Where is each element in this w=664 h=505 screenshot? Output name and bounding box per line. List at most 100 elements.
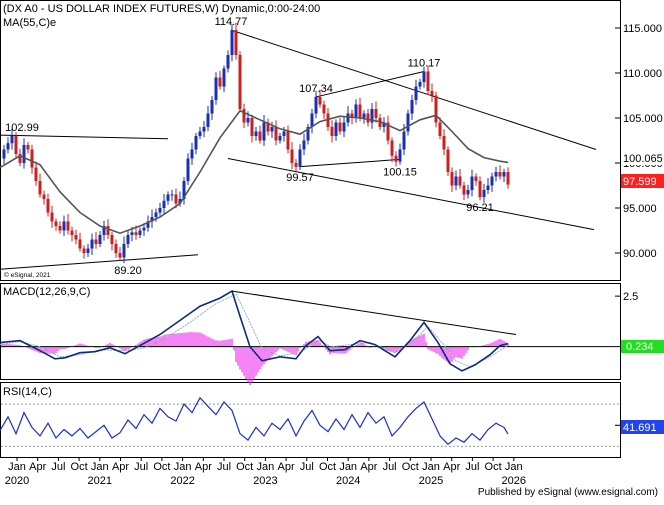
price-annotation-label: 100.15 — [383, 167, 417, 179]
macd-panel-title: MACD(12,26,9,C) — [3, 286, 90, 298]
price-candle-body — [254, 131, 258, 136]
price-candle-body — [202, 127, 206, 132]
price-candle-body — [458, 176, 462, 186]
rsi-value-tag: 41.691 — [623, 422, 657, 434]
price-candle-body — [310, 113, 314, 127]
price-candle-body — [294, 163, 298, 167]
price-candle-body — [122, 244, 126, 258]
price-candle-body — [38, 181, 42, 195]
x-axis-month-label: Jul — [300, 461, 314, 473]
price-candle-body — [358, 104, 362, 118]
macd-line — [0, 289, 509, 372]
footer-attribution: Published by eSignal (www.esignal.com) — [477, 487, 658, 498]
price-candle-body — [482, 190, 486, 198]
price-candle-body — [150, 217, 154, 222]
price-candle-body — [242, 109, 246, 123]
price-candle-body — [142, 227, 146, 231]
price-candle-body — [430, 91, 434, 96]
price-candle-body — [238, 55, 242, 109]
price-candle-body — [178, 199, 182, 204]
x-axis-month-label: Oct — [236, 461, 253, 473]
macd-panel-frame — [0, 283, 621, 380]
price-candle-body — [338, 122, 342, 132]
price-candle-body — [66, 221, 70, 231]
price-candle-body — [194, 136, 198, 150]
macd-lines-layer — [0, 289, 620, 372]
price-candle-body — [174, 194, 178, 204]
price-candle-body — [82, 248, 86, 253]
price-y-tick-label: 105.000 — [623, 113, 663, 125]
price-candle-body — [214, 77, 218, 100]
price-candle-body — [362, 113, 366, 118]
price-annotation-label: 107.34 — [299, 83, 333, 95]
x-axis-year-label: 2025 — [419, 475, 443, 487]
price-candle-body — [10, 136, 14, 144]
price-candle-body — [74, 235, 78, 240]
x-axis-year-label: 2023 — [253, 475, 277, 487]
price-candle-body — [490, 176, 494, 186]
price-candle-body — [374, 109, 378, 118]
price-candle-body — [250, 118, 254, 136]
price-candle-body — [434, 95, 438, 123]
price-y-tick-label: 110.000 — [623, 68, 662, 80]
price-candle-body — [134, 232, 138, 235]
price-candle-body — [186, 158, 190, 181]
price-candle-body — [230, 30, 234, 55]
price-candle-body — [110, 235, 114, 244]
x-axis-month-label: Jan — [91, 461, 109, 473]
price-candle-body — [290, 149, 294, 163]
price-candle-body — [278, 136, 282, 141]
price-trendline — [230, 29, 597, 150]
price-candle-body — [6, 143, 10, 150]
price-candle-body — [462, 185, 466, 195]
price-panel-frame — [0, 0, 621, 281]
price-candle-body — [422, 71, 426, 82]
price-candle-body — [94, 239, 98, 244]
price-annotation-label: 89.20 — [114, 265, 142, 277]
price-candle-body — [138, 230, 142, 235]
price-trendline — [227, 158, 595, 231]
price-candle-body — [54, 221, 58, 226]
price-candle-body — [494, 172, 498, 177]
price-candle-body — [454, 176, 458, 186]
price-candle-body — [470, 176, 474, 190]
ma-line — [0, 109, 509, 235]
x-axis-year-label: 2026 — [502, 475, 526, 487]
price-candle-body — [78, 239, 82, 249]
x-axis-month-label: Jan — [505, 461, 523, 473]
price-candles — [2, 22, 510, 264]
price-candle-body — [322, 104, 326, 114]
x-axis-month-label: Oct — [319, 461, 336, 473]
x-axis-month-label: Apr — [278, 461, 295, 473]
price-candle-body — [222, 68, 226, 87]
price-candle-body — [302, 140, 306, 150]
rsi-panel-frame — [0, 382, 621, 458]
price-candle-body — [438, 122, 442, 136]
x-axis-month-label: Apr — [443, 461, 460, 473]
price-candle-body — [58, 226, 62, 231]
price-candle-body — [62, 221, 66, 231]
price-annotation-label: 114.77 — [215, 16, 248, 28]
price-candle-body — [370, 109, 374, 123]
macd-trendline — [231, 290, 517, 336]
price-candle-body — [474, 176, 478, 181]
ma-value-tag-bg — [621, 151, 664, 165]
last-price-tag-bg — [621, 174, 664, 188]
price-candle-body — [210, 100, 214, 114]
price-candle-body — [298, 149, 302, 167]
price-candle-body — [386, 122, 390, 141]
price-candle-body — [350, 113, 354, 118]
price-candle-body — [266, 122, 270, 132]
price-candle-body — [282, 131, 286, 136]
price-y-tick-label: 115.000 — [623, 23, 662, 35]
price-candle-body — [366, 113, 370, 123]
price-candle-body — [14, 136, 18, 154]
price-candle-body — [2, 149, 6, 159]
price-candle-body — [330, 127, 334, 136]
price-trendlines — [0, 29, 597, 270]
price-candle-body — [130, 232, 134, 235]
price-trendline — [299, 158, 401, 168]
price-annotation-label: 102.99 — [5, 122, 39, 134]
price-candle-body — [498, 172, 502, 177]
price-candle-body — [46, 199, 50, 213]
